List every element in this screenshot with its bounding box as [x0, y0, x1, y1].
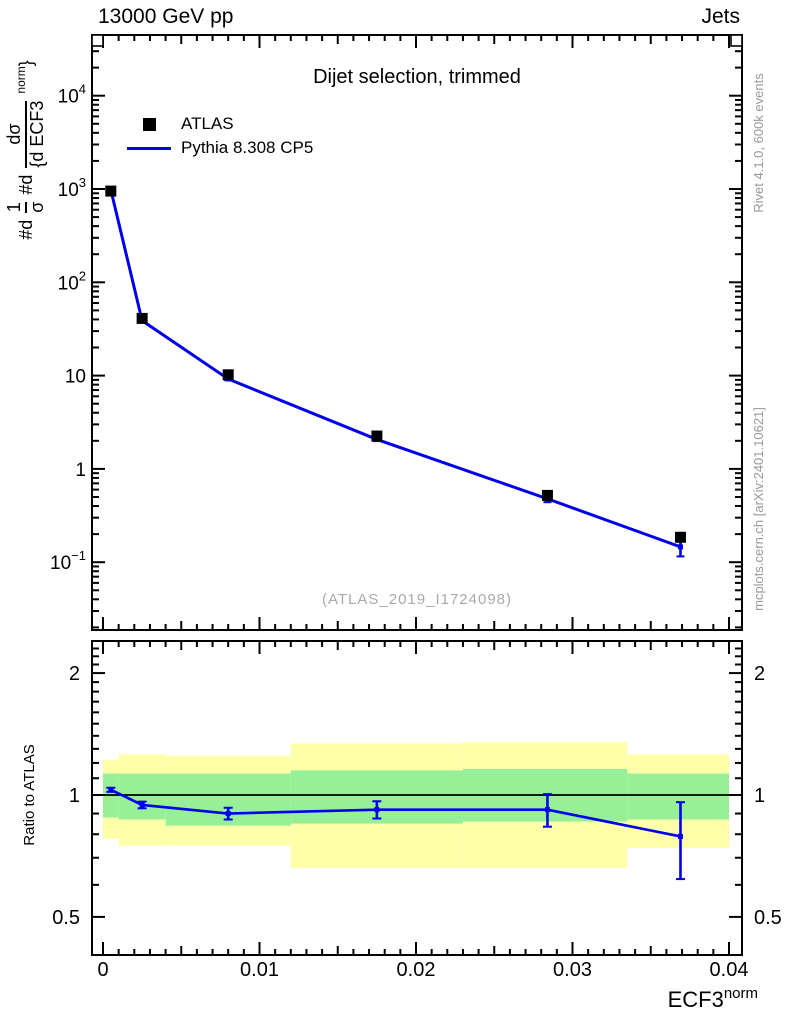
- black-square-marker-icon: [142, 117, 156, 131]
- xtick-label: 0.03: [553, 959, 592, 981]
- ratio-mc-series: [106, 786, 685, 881]
- legend-item-atlas: ATLAS: [127, 113, 234, 135]
- ratio-ytick-label-right: 0.5: [754, 907, 782, 929]
- watermark-analysis-id: (ATLAS_2019_I1724098): [321, 591, 512, 608]
- xtick-label: 0.02: [397, 959, 436, 981]
- blue-line-marker-icon: [127, 146, 171, 150]
- rivet-version-note: Rivet 4.1.0, 600k events: [751, 73, 766, 213]
- main-ytick-label: 102: [58, 268, 86, 294]
- atlas-data-marker: [136, 312, 148, 324]
- x-axis-label: ECF3norm: [668, 985, 758, 1012]
- legend-item-pythia: Pythia 8.308 CP5: [127, 137, 313, 159]
- ratio-mc-marker: [225, 811, 231, 817]
- mc-point-marker: [677, 544, 683, 550]
- beam-energy-title: 13000 GeV pp: [98, 5, 234, 28]
- ylabel-frac2-num: dσ: [4, 123, 25, 145]
- main-ytick-label: 103: [58, 175, 86, 201]
- legend-marker-box: [127, 146, 171, 150]
- analysis-group-title: Jets: [701, 5, 740, 28]
- atlas-data-marker: [222, 369, 234, 381]
- ylabel-prefix2: #d: [16, 174, 36, 195]
- legend-label-pythia: Pythia 8.308 CP5: [181, 138, 314, 157]
- ylabel-frac1-den: σ: [27, 201, 47, 213]
- green-band-bin: [627, 773, 729, 820]
- main-ytick-label: 1: [75, 460, 86, 481]
- ratio-mc-marker: [544, 807, 550, 813]
- legend-label-atlas: ATLAS: [181, 114, 234, 133]
- ratio-ytick-label-left: 0.5: [52, 907, 80, 929]
- ylabel-frac2-den: {d ECF3: [27, 100, 47, 168]
- ratio-ytick-label-right: 1: [754, 785, 765, 807]
- main-y-axis-label: #d 1 σ #d dσ {d ECF3 norm}: [0, 20, 56, 280]
- ratio-mc-marker: [374, 807, 380, 813]
- ratio-mc-marker: [677, 833, 683, 839]
- corner-box-top-left: [91, 34, 104, 47]
- ratio-ytick-label-left: 1: [69, 785, 80, 807]
- ylabel-prefix1: #d: [16, 219, 36, 240]
- ratio-mc-marker: [139, 802, 145, 808]
- atlas-data-marker: [674, 531, 686, 543]
- corner-box-top-right: [730, 34, 743, 47]
- ylabel-frac1-num: 1: [4, 202, 25, 213]
- plot-title: Dijet selection, trimmed: [313, 66, 521, 88]
- ratio-mc-line: [110, 788, 681, 838]
- ratio-mc-marker: [108, 787, 114, 793]
- main-series: [105, 185, 686, 558]
- ratio-ytick-label-left: 2: [69, 663, 80, 685]
- frame-corner-boxes: [91, 34, 743, 47]
- ylabel-superscript-group: norm}: [14, 60, 36, 94]
- ratio-ytick-label-right: 2: [754, 663, 765, 685]
- atlas-data-marker: [105, 185, 117, 197]
- legend-marker-box: [127, 117, 171, 131]
- atlas-data-marker: [541, 489, 553, 501]
- main-ytick-label: 104: [58, 82, 86, 108]
- mc-prediction-line: [109, 189, 681, 549]
- atlas-data-marker: [371, 430, 383, 442]
- ylabel-fraction-dsigma: dσ {d ECF3: [4, 100, 47, 168]
- ratio-y-axis-label: Ratio to ATLAS: [21, 744, 38, 846]
- ratio-uncertainty-bands: [103, 742, 729, 869]
- axis-ticks: [92, 35, 742, 955]
- ylabel-fraction-1-over-sigma: 1 σ: [4, 201, 47, 213]
- ylabel-sup-norm: norm: [14, 66, 28, 94]
- main-ytick-label: 10: [65, 367, 86, 388]
- mcplots-arxiv-note: mcplots.cern.ch [arXiv:2401.10621]: [751, 407, 766, 611]
- xtick-label: 0: [97, 959, 108, 981]
- xtick-label: 0.04: [710, 959, 749, 981]
- main-ytick-label: 10−1: [50, 548, 86, 574]
- xtick-label: 0.01: [240, 959, 279, 981]
